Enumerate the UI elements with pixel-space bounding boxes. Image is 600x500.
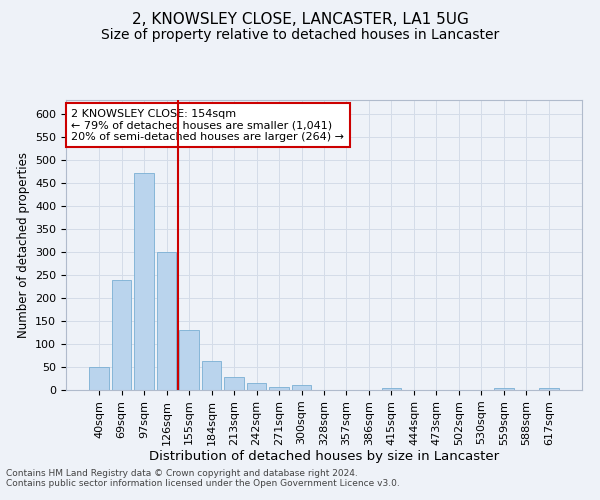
Bar [157,252,176,390]
Text: 2 KNOWSLEY CLOSE: 154sqm
← 79% of detached houses are smaller (1,041)
20% of sem: 2 KNOWSLEY CLOSE: 154sqm ← 79% of detach… [71,108,344,142]
Bar [224,377,244,390]
Text: Size of property relative to detached houses in Lancaster: Size of property relative to detached ho… [101,28,499,42]
Text: Contains public sector information licensed under the Open Government Licence v3: Contains public sector information licen… [6,478,400,488]
Text: 2, KNOWSLEY CLOSE, LANCASTER, LA1 5UG: 2, KNOWSLEY CLOSE, LANCASTER, LA1 5UG [131,12,469,28]
Bar [202,362,221,390]
Bar [179,330,199,390]
X-axis label: Distribution of detached houses by size in Lancaster: Distribution of detached houses by size … [149,450,499,464]
Bar [494,388,514,390]
Bar [269,387,289,390]
Text: Contains HM Land Registry data © Crown copyright and database right 2024.: Contains HM Land Registry data © Crown c… [6,468,358,477]
Bar [247,383,266,390]
Bar [89,367,109,390]
Bar [539,388,559,390]
Bar [134,172,154,390]
Bar [292,386,311,390]
Bar [112,280,131,390]
Bar [382,388,401,390]
Y-axis label: Number of detached properties: Number of detached properties [17,152,29,338]
